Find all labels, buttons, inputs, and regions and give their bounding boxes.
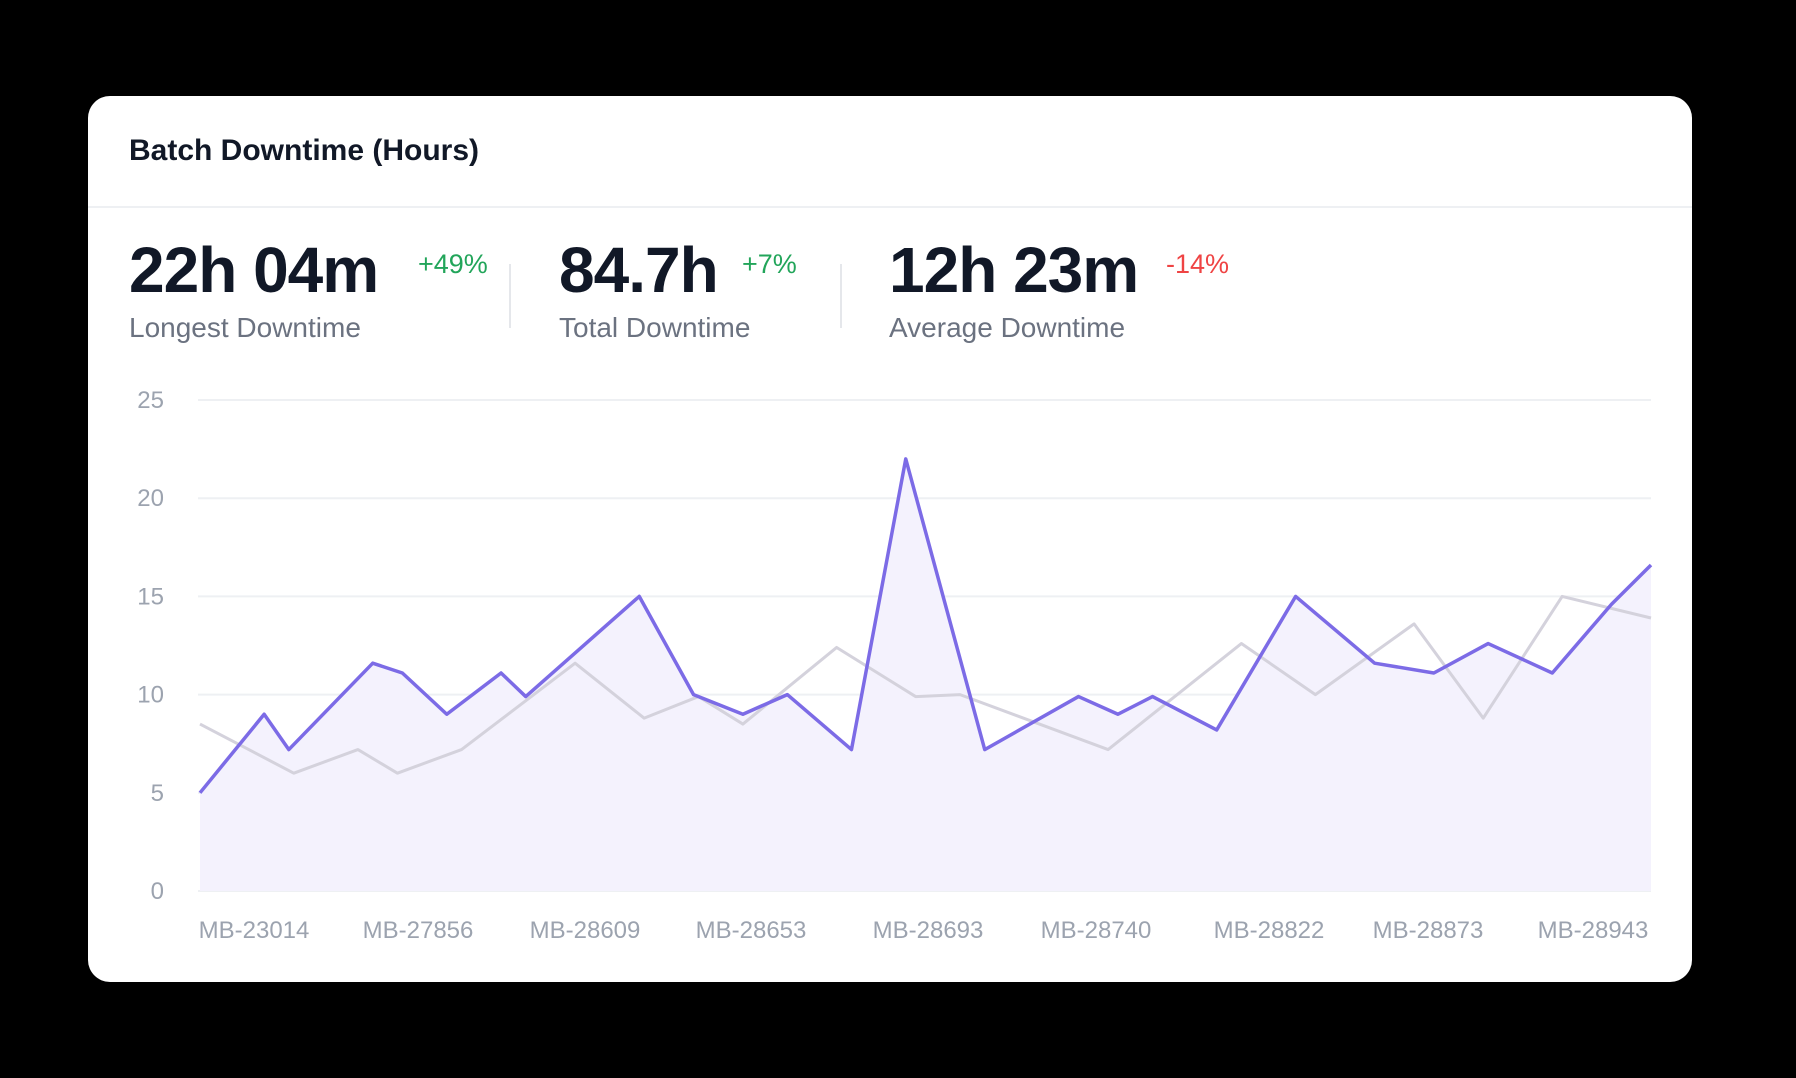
stat-value: 84.7h xyxy=(559,234,719,306)
x-tick-label: MB-23014 xyxy=(199,917,310,944)
downtime-card: Batch Downtime (Hours) 22h 04m +49% Long… xyxy=(88,96,1692,982)
x-tick-label: MB-27856 xyxy=(363,917,474,944)
stat-divider xyxy=(509,264,511,328)
x-tick-label: MB-28740 xyxy=(1041,917,1152,944)
downtime-chart: 0 5 10 15 20 25 MB-23014 MB-27856 MB-28609 MB-286… xyxy=(137,387,1653,944)
y-tick-label: 15 xyxy=(137,583,164,610)
stat-change: +49% xyxy=(418,249,488,279)
y-tick-label: 20 xyxy=(137,485,164,512)
stat-change: +7% xyxy=(742,249,797,279)
stat-value: 22h 04m xyxy=(129,234,379,306)
stat-label: Longest Downtime xyxy=(129,312,361,343)
y-tick-label: 0 xyxy=(151,878,164,905)
x-tick-label: MB-28943 xyxy=(1538,917,1649,944)
y-tick-label: 5 xyxy=(151,780,164,807)
card-header: Batch Downtime (Hours) xyxy=(88,96,1692,208)
x-tick-label: MB-28653 xyxy=(696,917,807,944)
primary-area xyxy=(200,458,1651,891)
y-tick-label: 10 xyxy=(137,682,164,709)
x-tick-label: MB-28873 xyxy=(1373,917,1484,944)
stat-label: Total Downtime xyxy=(559,312,751,343)
card-title: Batch Downtime (Hours) xyxy=(129,134,480,167)
primary-series-line xyxy=(198,457,1653,794)
stat-divider xyxy=(840,264,842,328)
y-tick-label: 25 xyxy=(137,387,164,414)
stat-average: 12h 23m -14% Average Downtime xyxy=(889,234,1229,343)
secondary-series-line xyxy=(199,594,1652,775)
stat-longest: 22h 04m +49% Longest Downtime xyxy=(129,234,488,343)
x-tick-label: MB-28822 xyxy=(1214,917,1325,944)
stat-total: 84.7h +7% Total Downtime xyxy=(559,234,797,343)
stat-label: Average Downtime xyxy=(889,312,1126,343)
x-tick-label: MB-28693 xyxy=(873,917,984,944)
stat-value: 12h 23m xyxy=(889,234,1139,306)
stat-change: -14% xyxy=(1166,249,1230,279)
x-tick-label: MB-28609 xyxy=(530,917,641,944)
stats-row: 22h 04m +49% Longest Downtime 84.7h +7% … xyxy=(88,234,1692,354)
